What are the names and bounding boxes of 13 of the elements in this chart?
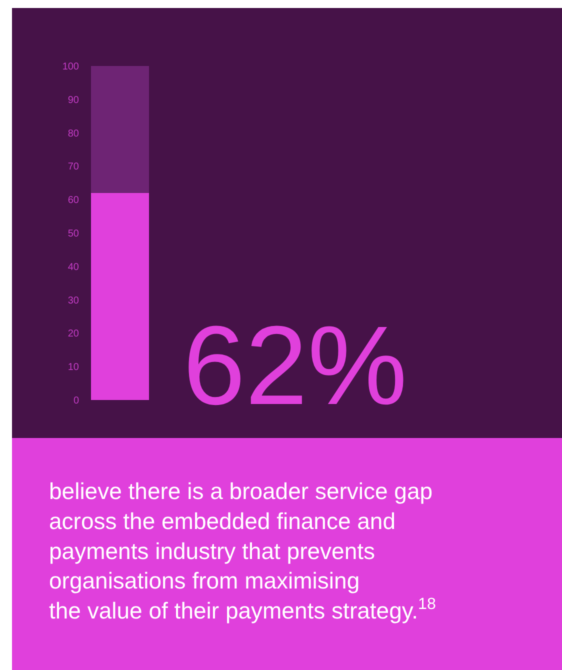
y-tick-label: 50 xyxy=(68,228,80,240)
y-tick-label: 10 xyxy=(68,362,80,374)
text: believe there is a broader service gap across the embedded finance and payments industry that prevents organisations from maximising the value of their payments strategy.$^{18}$ xyxy=(49,478,436,624)
annotation: 62% xyxy=(183,303,408,428)
y-tick-label: 70 xyxy=(68,162,80,173)
y-tick-label: 40 xyxy=(68,262,80,273)
y-tick-label: 30 xyxy=(68,295,80,306)
y-tick-label: 90 xyxy=(68,94,80,106)
y-tick-label: 100 xyxy=(62,62,80,72)
y-tick-label: 20 xyxy=(68,328,80,340)
y-tick-label: 0 xyxy=(73,396,80,406)
y-tick-label: 80 xyxy=(68,128,80,140)
y-tick-label: 60 xyxy=(68,195,80,206)
